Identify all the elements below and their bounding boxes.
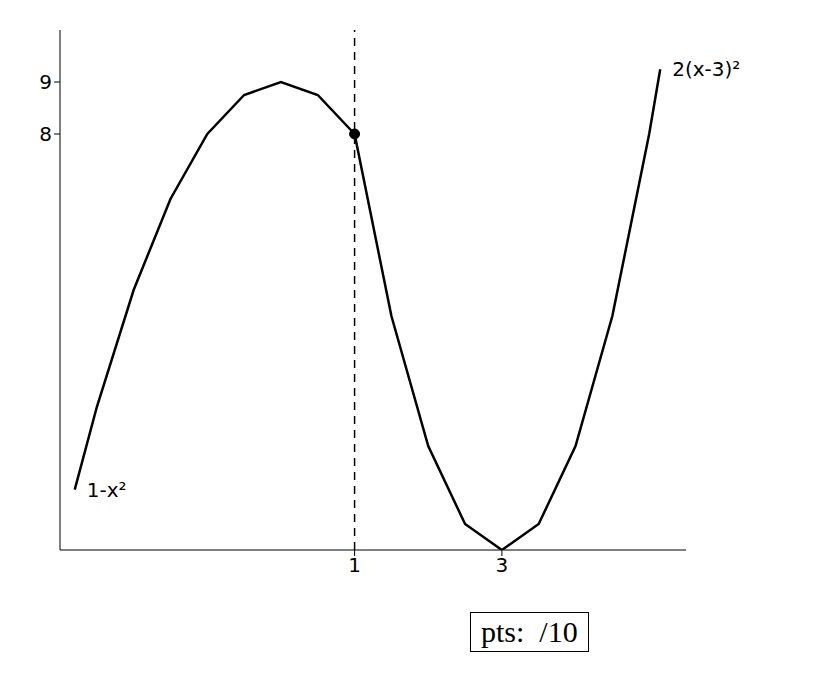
svg-text:9: 9	[39, 70, 52, 94]
html-text:pts: /10: pts: /10	[481, 615, 578, 648]
svg-text:1: 1	[348, 553, 361, 577]
svg-text:8: 8	[39, 122, 52, 146]
svg-text:1-x²: 1-x²	[87, 478, 127, 502]
svg-text:3: 3	[496, 553, 509, 577]
svg-text:2(x-3)²: 2(x-3)²	[672, 57, 740, 81]
